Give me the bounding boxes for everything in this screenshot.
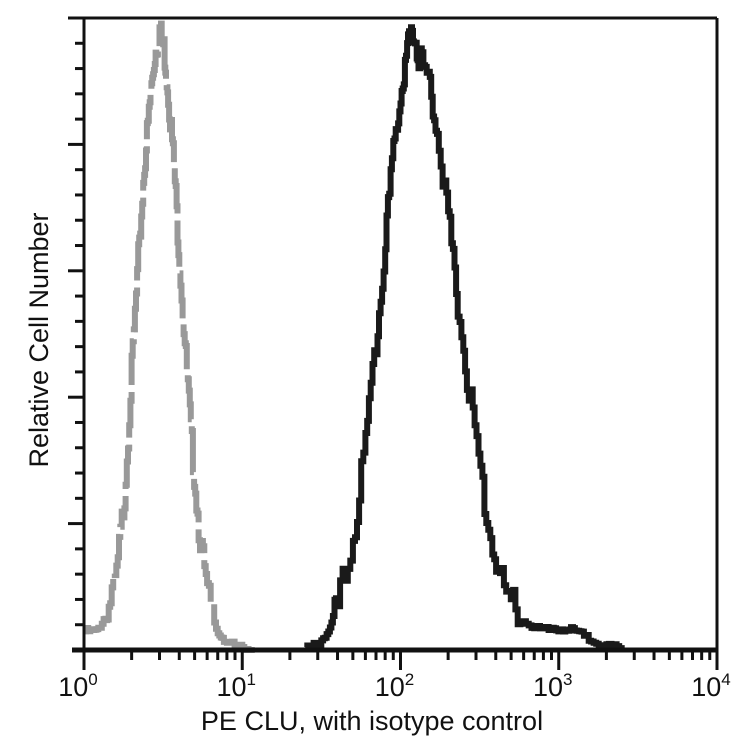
series-layer [83,20,625,653]
x-tick-label: 100 [58,670,98,702]
x-axis-title: PE CLU, with isotype control [201,706,543,736]
x-axis-tick-labels: 100 101 102 103 104 [58,670,731,702]
series-pe-clu [304,24,625,652]
x-tick-label: 102 [375,670,415,702]
y-axis-title: Relative Cell Number [24,212,54,467]
x-axis-ticks [82,650,719,670]
x-tick-label: 101 [216,670,256,702]
x-tick-label: 104 [691,670,731,702]
series-isotype-control [83,20,255,653]
x-tick-label: 103 [533,670,573,702]
y-axis-ticks [68,16,84,627]
